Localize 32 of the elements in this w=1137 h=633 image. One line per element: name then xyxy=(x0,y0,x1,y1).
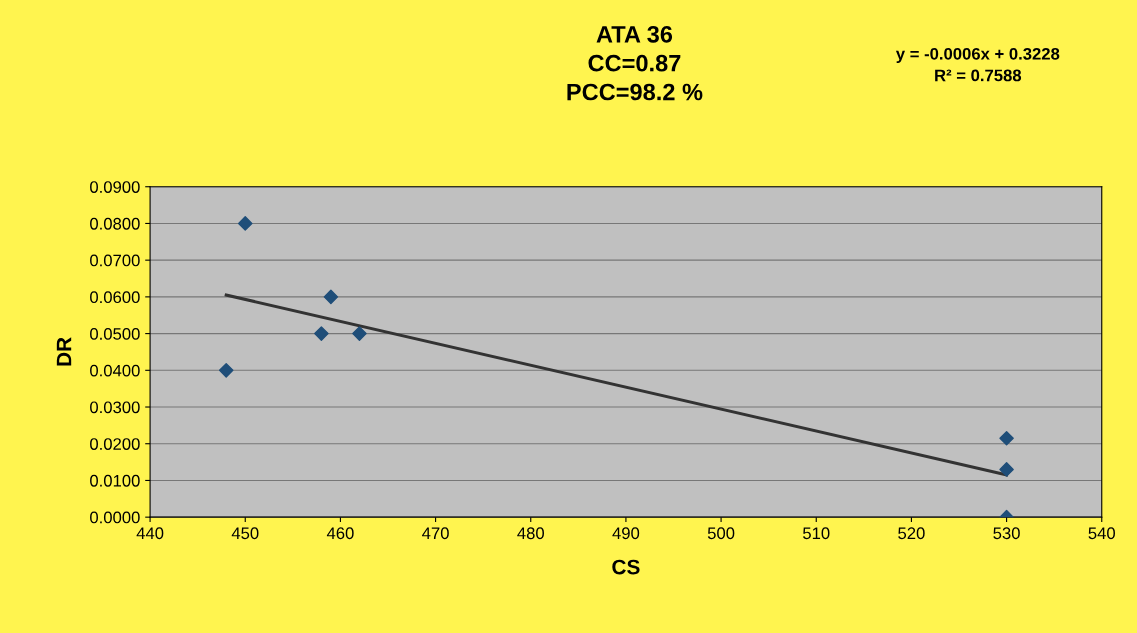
chart-title: ATA 36 CC=0.87 PCC=98.2 % xyxy=(567,25,703,101)
x-tick-label: 490 xyxy=(612,527,640,540)
text: y = -0.0006x + 0.3228 R² = 0.7588 xyxy=(895,47,1060,82)
x-tick-label: 480 xyxy=(517,527,544,540)
point xyxy=(314,326,329,341)
x-tick-label: 470 xyxy=(422,527,449,540)
x-tick-label: 510 xyxy=(803,527,830,540)
point xyxy=(323,289,339,305)
point xyxy=(999,462,1014,477)
x-tick-label: 460 xyxy=(326,527,354,540)
y-tick-label: 0.0300 xyxy=(90,401,140,414)
y-tick-label: 0.0500 xyxy=(90,327,140,340)
x-tick-label: 520 xyxy=(898,527,925,540)
point xyxy=(352,326,367,341)
y-axis-title: DR xyxy=(56,337,72,366)
point xyxy=(999,430,1014,446)
y-tick-label: 0.0700 xyxy=(90,254,140,267)
x-tick-label: 500 xyxy=(707,527,735,540)
x-tick-label: 440 xyxy=(136,527,164,540)
y-tick-label: 0.0200 xyxy=(90,438,140,450)
y-tick-label: 0.0900 xyxy=(90,181,140,193)
y-tick-label: 0.0800 xyxy=(90,217,140,230)
x-axis-title: CS xyxy=(612,559,640,575)
x-tick-label: 540 xyxy=(1088,527,1116,540)
y-tick-label: 0.0100 xyxy=(90,474,140,487)
x-tick-label: 450 xyxy=(231,527,259,540)
y-tick-label: 0.0000 xyxy=(90,511,140,524)
point xyxy=(218,363,234,378)
point xyxy=(237,216,253,231)
y-tick-label: 0.0600 xyxy=(90,291,140,304)
x-tick-label: 530 xyxy=(993,527,1020,540)
y-tick-label: 0.0400 xyxy=(90,364,140,377)
